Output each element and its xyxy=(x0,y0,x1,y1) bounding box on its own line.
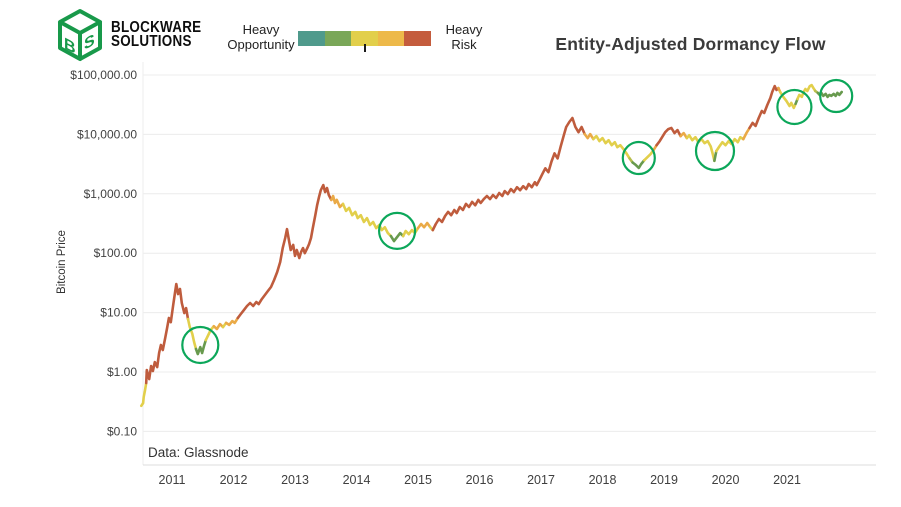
price-line-segment xyxy=(748,84,780,130)
x-tick-label: 2012 xyxy=(220,473,248,487)
x-tick-label: 2011 xyxy=(159,473,186,487)
risk-gradient-bar xyxy=(298,31,431,52)
gradient-position-tick xyxy=(363,44,366,52)
data-source-note: Data: Glassnode xyxy=(148,445,249,460)
price-line-segment xyxy=(194,338,208,356)
x-tick-label: 2021 xyxy=(773,473,801,487)
price-line-segment xyxy=(389,231,405,243)
legend-left-line2: Opportunity xyxy=(227,37,295,52)
opportunity-circle xyxy=(776,88,813,126)
price-line-segment xyxy=(715,135,745,153)
price-line-segment xyxy=(140,381,148,408)
x-tick-label: 2018 xyxy=(589,473,617,487)
x-tick-label: 2016 xyxy=(466,473,494,487)
opportunity-circle xyxy=(819,78,854,114)
legend-left-line1: Heavy xyxy=(242,22,280,37)
x-tick-label: 2015 xyxy=(404,473,432,487)
y-tick-label: $1,000.00 xyxy=(84,187,138,201)
logo-line2: SOLUTIONS xyxy=(111,33,192,50)
blockware-logo: B S BLOCKWARE SOLUTIONS xyxy=(57,8,219,62)
price-line-segment xyxy=(655,126,682,147)
legend-right-line2: Risk xyxy=(451,37,477,52)
blockware-cube-icon: B S xyxy=(58,9,102,61)
gradient-segment xyxy=(404,31,431,46)
price-line-segment xyxy=(144,282,190,385)
opportunity-circle xyxy=(621,140,656,176)
price-line-segment xyxy=(416,221,432,230)
price-line-segment xyxy=(778,90,797,110)
svg-text:S: S xyxy=(84,30,95,53)
y-tick-label: $100.00 xyxy=(94,246,138,260)
gradient-segment xyxy=(324,31,352,46)
gradient-segment xyxy=(377,31,405,46)
price-line-segment xyxy=(583,132,595,141)
price-line-segment xyxy=(592,134,631,160)
legend-right-line1: Heavy xyxy=(445,22,483,37)
chart-title: Entity-Adjusted Dormancy Flow xyxy=(555,34,826,54)
gradient-segment xyxy=(298,31,325,46)
y-tick-label: $10,000.00 xyxy=(77,127,137,141)
x-tick-label: 2019 xyxy=(650,473,678,487)
price-line-segment xyxy=(796,83,817,101)
logo-wordmark: BLOCKWARE SOLUTIONS xyxy=(111,19,202,50)
y-axis-title: Bitcoin Price xyxy=(56,230,68,294)
x-tick-label: 2013 xyxy=(281,473,309,487)
x-tick-label: 2017 xyxy=(527,473,555,487)
price-line-segment xyxy=(341,202,393,238)
price-line-segment xyxy=(204,324,216,342)
opportunity-circle xyxy=(181,325,220,365)
y-tick-label: $1.00 xyxy=(107,365,137,379)
price-line-segment xyxy=(643,148,655,162)
legend-right-label: Heavy Risk xyxy=(434,22,494,52)
y-tick-label: $100,000.00 xyxy=(70,68,137,82)
opportunity-circle xyxy=(694,130,736,172)
price-line-segment xyxy=(236,183,333,320)
price-line-segment xyxy=(742,126,751,141)
price-line-segment xyxy=(431,116,586,232)
price-line-segment xyxy=(713,149,718,163)
x-tick-label: 2014 xyxy=(343,473,371,487)
price-line-segment xyxy=(224,316,240,327)
price-line-segment xyxy=(212,322,225,331)
y-tick-label: $0.10 xyxy=(107,424,137,438)
price-line-segment xyxy=(330,194,345,209)
price-line-segment xyxy=(679,131,689,140)
y-tick-label: $10.00 xyxy=(100,306,137,320)
gradient-segment xyxy=(351,31,378,46)
price-line-segment xyxy=(186,317,198,351)
svg-text:B: B xyxy=(64,34,76,58)
opportunity-circle xyxy=(378,211,417,250)
x-tick-label: 2020 xyxy=(712,473,740,487)
price-line-segment xyxy=(631,158,646,170)
logo-line1: BLOCKWARE xyxy=(111,19,202,36)
legend-left-label: Heavy Opportunity xyxy=(221,22,301,52)
